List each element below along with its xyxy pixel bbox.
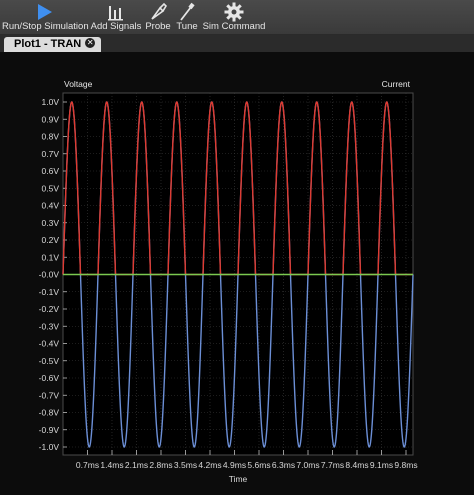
- close-icon[interactable]: ✕: [85, 38, 96, 49]
- run-stop-simulation-label: Run/Stop Simulation: [2, 21, 89, 32]
- x-tick-label: 1.4ms: [100, 460, 123, 470]
- x-tick-label: 7.7ms: [321, 460, 344, 470]
- tune-button[interactable]: Tune: [174, 0, 200, 34]
- y-tick-label: -0.7V: [39, 390, 60, 400]
- add-signals-button[interactable]: Add Signals: [90, 0, 142, 34]
- y-tick-label: -0.4V: [39, 339, 60, 349]
- x-tick-label: 6.3ms: [272, 460, 295, 470]
- y-tick-label: -0.8V: [39, 408, 60, 418]
- plot-area: 1.0V 0.9V 0.8V 0.7V 0.6V 0.5V 0.4V 0.3V 0.2V 0.1V…: [0, 52, 474, 495]
- y-tick-label: 0.8V: [42, 132, 60, 142]
- y-tick-label: -0.2V: [39, 304, 60, 314]
- y-tick-label: -0.6V: [39, 373, 60, 383]
- sim-command-label: Sim Command: [202, 21, 266, 32]
- play-icon: [38, 4, 52, 20]
- add-signals-icon: [108, 6, 123, 21]
- tab-plot1-tran[interactable]: Plot1 - TRAN ✕: [4, 37, 102, 52]
- y-tick-label: 0.4V: [42, 201, 60, 211]
- x-tick-label: 7.0ms: [296, 460, 319, 470]
- y-axis-label-left: Voltage: [64, 79, 93, 89]
- y-tick-label: 0.5V: [42, 183, 60, 193]
- x-tick-label: 9.1ms: [370, 460, 393, 470]
- probe-button[interactable]: Probe: [144, 0, 172, 34]
- probe-icon: [151, 2, 168, 20]
- chart[interactable]: 1.0V 0.9V 0.8V 0.7V 0.6V 0.5V 0.4V 0.3V 0.2V 0.1V…: [0, 52, 474, 495]
- tune-label: Tune: [176, 21, 198, 32]
- x-tick-label: 5.6ms: [247, 460, 270, 470]
- tab-bar: Plot1 - TRAN ✕: [0, 35, 474, 52]
- sim-command-button[interactable]: Sim Command: [202, 0, 266, 34]
- y-tick-label: 0.9V: [42, 114, 60, 124]
- x-tick-label: 2.1ms: [125, 460, 148, 470]
- y-tick-label: -0.5V: [39, 356, 60, 366]
- probe-label: Probe: [145, 21, 171, 32]
- y-tick-label: 0.2V: [42, 235, 60, 245]
- tune-icon: [180, 2, 195, 21]
- y-tick-label: 0.7V: [42, 149, 60, 159]
- x-tick-label: 3.5ms: [174, 460, 197, 470]
- y-axis-label-right: Current: [382, 79, 411, 89]
- toolbar: Run/Stop Simulation Add Signals Probe Tu…: [0, 0, 474, 35]
- x-tick-label: 4.2ms: [198, 460, 221, 470]
- y-tick-label: -0.0V: [39, 270, 60, 280]
- run-stop-simulation-button[interactable]: Run/Stop Simulation: [2, 0, 89, 34]
- x-tick-label: 9.8ms: [394, 460, 417, 470]
- y-ticks: 1.0V 0.9V 0.8V 0.7V 0.6V 0.5V 0.4V 0.3V 0.2V 0.1V…: [39, 97, 67, 452]
- series-group: [62, 101, 414, 448]
- x-tick-label: 8.4ms: [345, 460, 368, 470]
- y-tick-label: 0.3V: [42, 218, 60, 228]
- x-tick-label: 2.8ms: [149, 460, 172, 470]
- x-tick-label: 0.7ms: [76, 460, 99, 470]
- gear-icon: [224, 2, 244, 22]
- y-tick-label: 0.6V: [42, 166, 60, 176]
- x-axis-label: Time: [229, 474, 248, 484]
- y-tick-label: -0.1V: [39, 287, 60, 297]
- y-tick-label: -1.0V: [39, 442, 60, 452]
- add-signals-label: Add Signals: [90, 21, 142, 32]
- y-tick-label: 0.1V: [42, 252, 60, 262]
- tab-label: Plot1 - TRAN: [14, 38, 82, 50]
- y-tick-label: -0.3V: [39, 321, 60, 331]
- x-tick-label: 4.9ms: [223, 460, 246, 470]
- y-tick-label: -0.9V: [39, 425, 60, 435]
- y-tick-label: 1.0V: [42, 97, 60, 107]
- x-ticks: 0.7ms 1.4ms 2.1ms 2.8ms 3.5ms 4.2ms 4.9ms 5.6ms…: [76, 450, 418, 470]
